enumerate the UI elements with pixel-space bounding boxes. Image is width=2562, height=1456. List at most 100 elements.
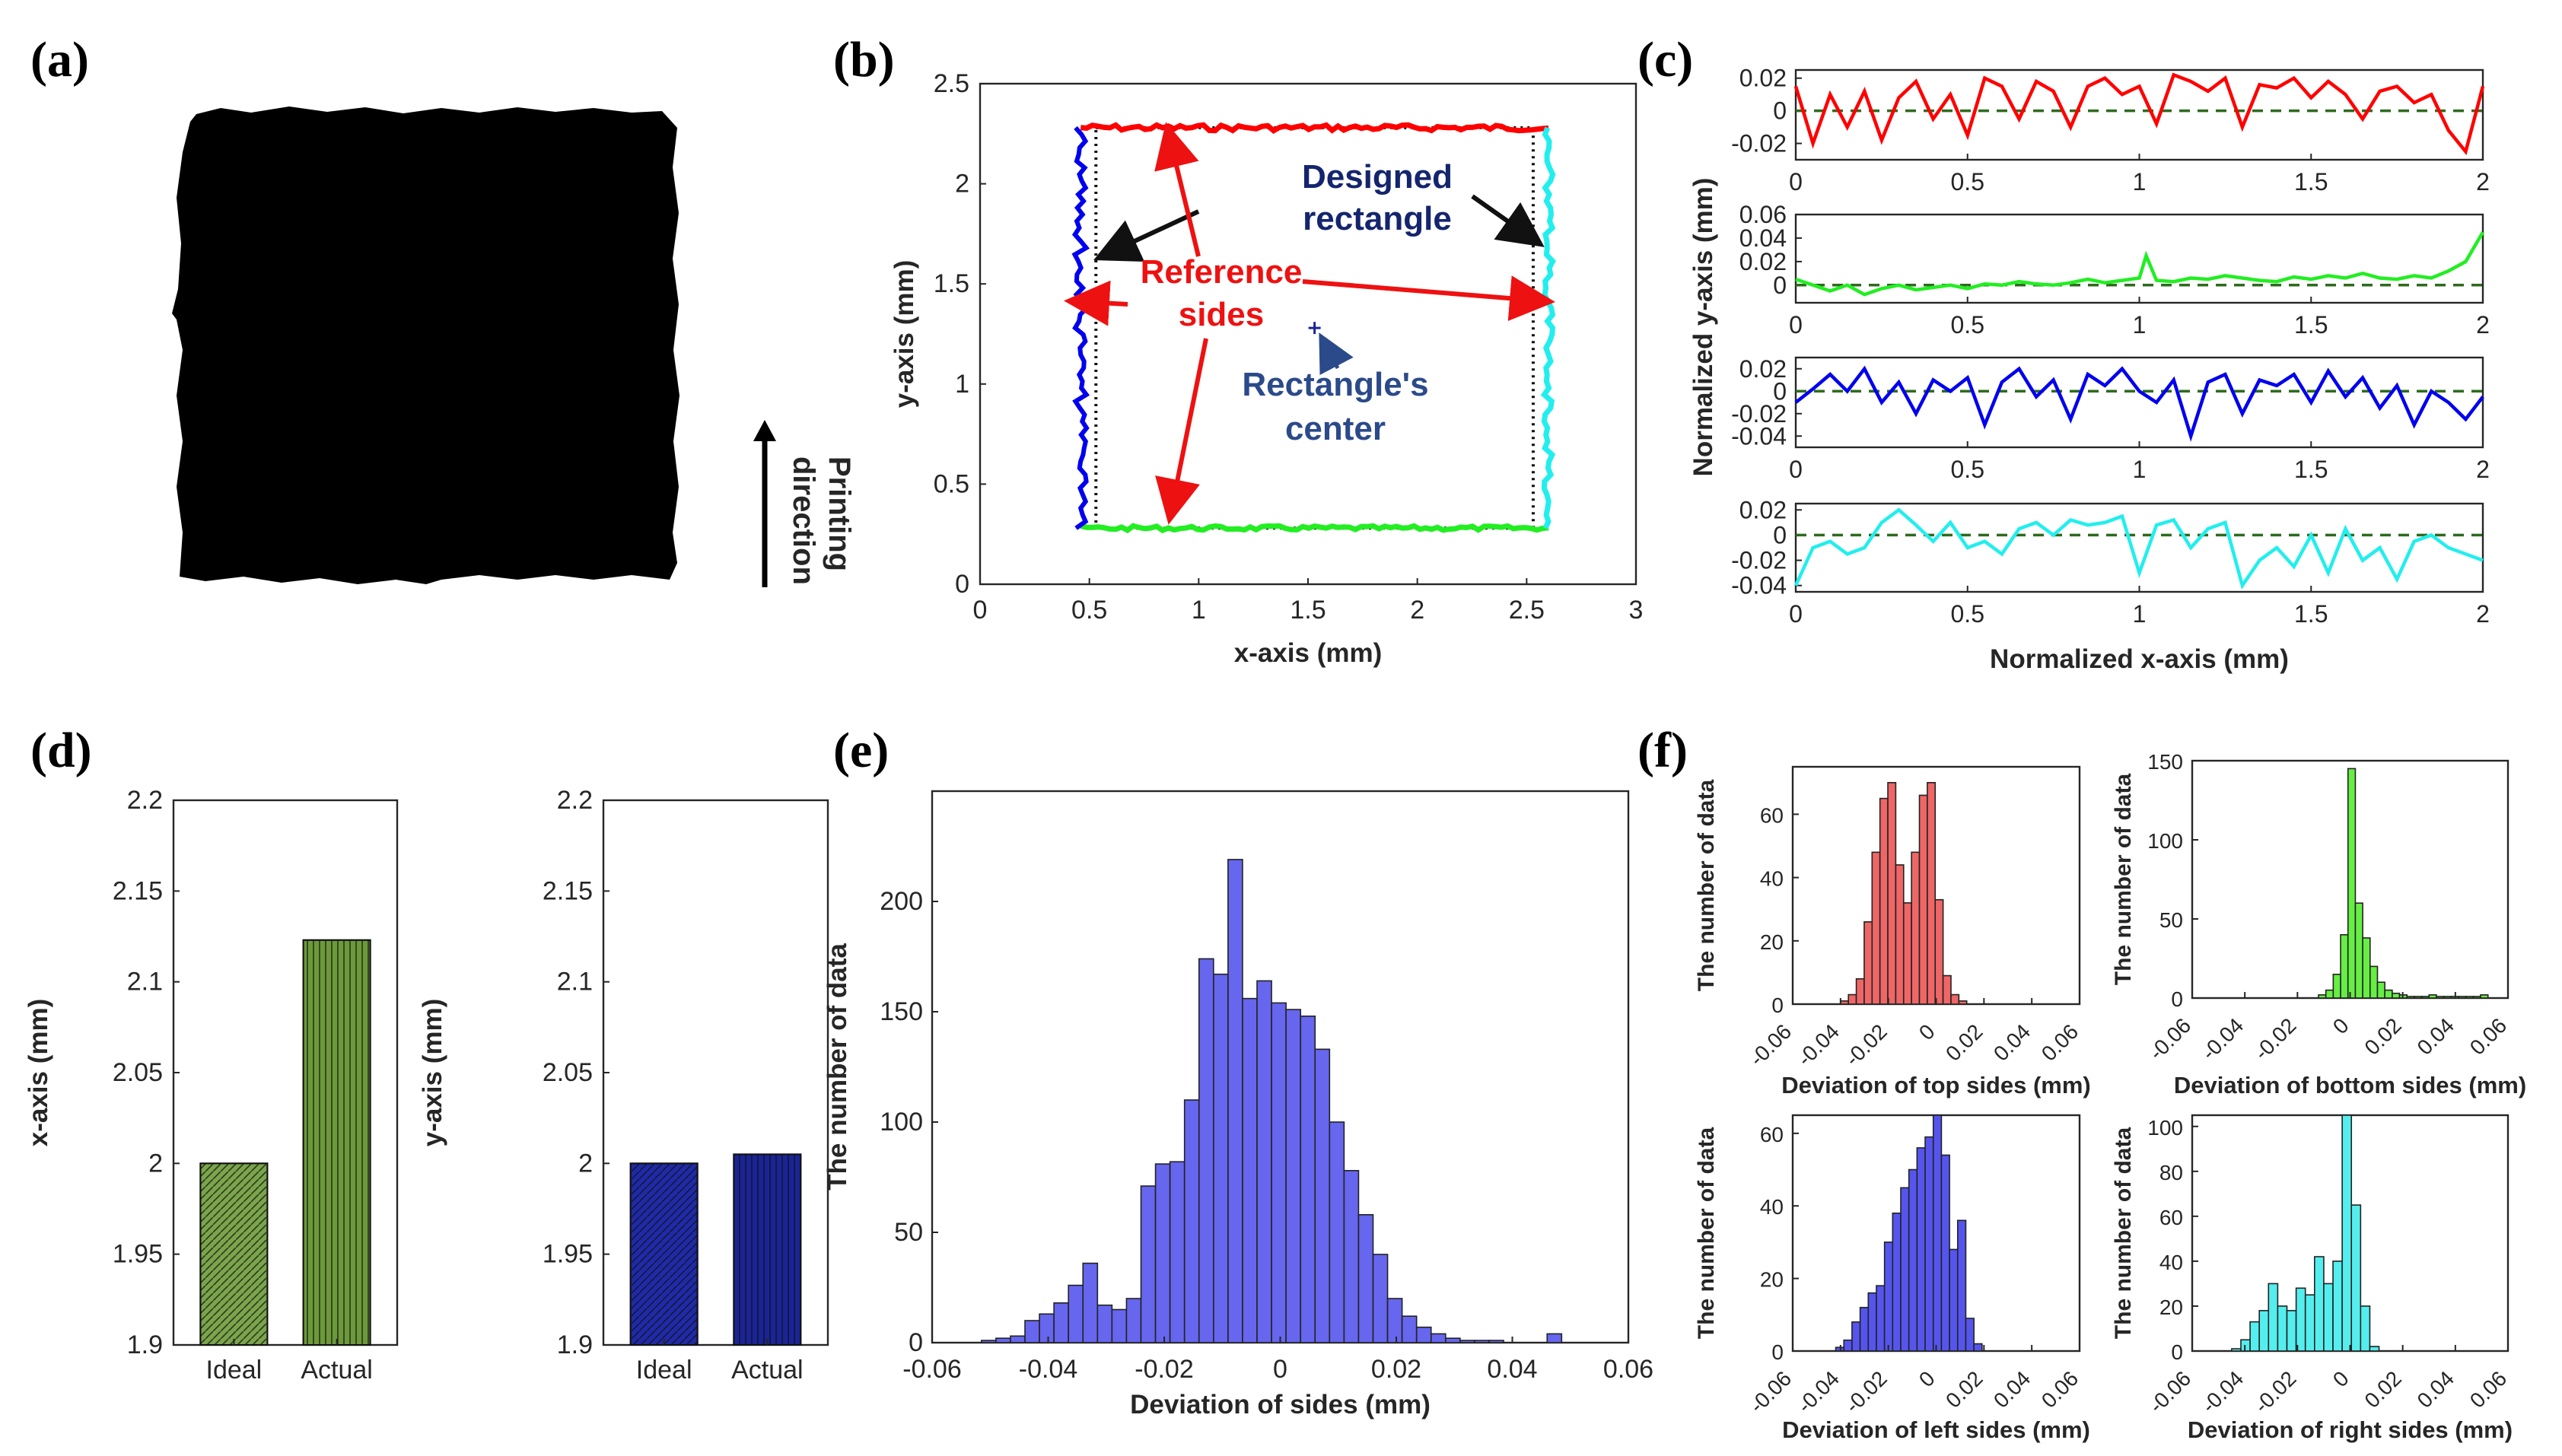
chart-e-xtick-label: -0.02 [1135, 1355, 1194, 1384]
chart-f-right-ytick-label: 60 [2159, 1206, 2183, 1229]
chart-b-ytick-label: 1.5 [934, 269, 969, 298]
chart-f-top: -0.06-0.04-0.02 0 0.02 0.04 0.060204060Devia… [1694, 765, 2091, 1098]
chart-f-bottom-bar [2414, 996, 2423, 999]
chart-e-bar [1329, 1121, 1345, 1343]
chart-f-left-xtick-label: -0.06 [1745, 1366, 1796, 1417]
measured-top-side [1080, 122, 1549, 135]
chart-f-left-bar [1916, 1147, 1926, 1352]
chart-f-bottom-xtick-label: -0.02 [2250, 1013, 2301, 1064]
chart-f-right-ytick-label: 40 [2159, 1251, 2183, 1274]
chart-f-right-xtick-label: 0.06 [2465, 1366, 2511, 1412]
chart-c-right-ytick-label: 0.02 [1739, 496, 1787, 523]
chart-b-xlabel: x-axis (mm) [1234, 638, 1383, 668]
chart-f-bottom-bar [2384, 989, 2393, 999]
arrow-designed-right [1471, 194, 1545, 247]
chart-f-bottom-ylabel: The number of data [2111, 774, 2136, 986]
measured-right-side [1540, 126, 1556, 529]
chart-f-bottom-bar [2436, 996, 2445, 999]
chart-c-bottom-xtick-label: 0 [1789, 311, 1803, 339]
chart-f-bottom-bar [2480, 994, 2489, 999]
chart-c-left-xtick-label: 1.5 [2294, 456, 2328, 483]
measured-bottom-side [1080, 523, 1549, 534]
panel-label-c: (c) [1637, 32, 1693, 87]
chart-e-bar [1096, 1304, 1113, 1343]
chart-f-top-xtick-label: -0.02 [1841, 1019, 1892, 1070]
chart-f-bottom-bar [2406, 996, 2415, 999]
chart-f-top-bar [1958, 1000, 1968, 1005]
chart-b-xtick-label: 3 [1629, 596, 1644, 625]
chart-f-top-bar [1879, 797, 1889, 1005]
chart-f-right-bar [2258, 1310, 2270, 1352]
chart-d1-ytick-label: 2 [148, 1149, 163, 1178]
chart-c-top-xtick-label: 1.5 [2294, 168, 2328, 196]
chart-e-bar [1386, 1298, 1403, 1343]
chart-d1-ytick-label: 2.05 [113, 1058, 163, 1087]
chart-f-top-bar [1902, 902, 1912, 1005]
chart-c-right-xtick-label: 0 [1789, 600, 1803, 628]
chart-c-bottom-xtick-label: 2 [2476, 311, 2490, 339]
chart-f-right-xtick-label: -0.02 [2250, 1366, 2301, 1417]
chart-f-bottom-ytick-label: 0 [2171, 987, 2183, 1011]
chart-e-ytick-label: 0 [909, 1328, 923, 1357]
chart-f-bottom-ytick-label: 150 [2147, 750, 2183, 774]
chart-f-right-ytick-label: 20 [2159, 1295, 2183, 1319]
chart-f-bottom-xtick-label: 0.04 [2413, 1013, 2459, 1059]
chart-c-ylabel: Normalized y-axis (mm) [1688, 178, 1718, 477]
arrow-center [1319, 332, 1354, 376]
chart-f-bottom-bar [2472, 996, 2481, 999]
chart-b-ytick-label: 1 [955, 370, 969, 399]
chart-e-bar [1285, 1009, 1301, 1343]
chart-f-top-bar [1918, 794, 1928, 1005]
chart-f-right-bar [2332, 1260, 2343, 1352]
chart-f-right-bar [2277, 1305, 2288, 1352]
chart-d1-xtick-label: Actual [301, 1356, 373, 1384]
chart-f-right-bar [2268, 1283, 2279, 1352]
chart-c-bottom-ytick-label: 0.04 [1739, 224, 1787, 252]
chart-e-ytick-label: 150 [880, 997, 923, 1026]
chart-b: 0 0.5 1 1.5 2 2.5 3 0 0.5 1 1.5 2 2.5 x-axis (mm) y-ax… [890, 69, 1643, 668]
chart-c-bottom-ytick-label: 0.06 [1739, 201, 1787, 228]
chart-f-left-bar [1965, 1318, 1975, 1352]
printing-direction-text-line1: Printing [823, 456, 856, 571]
arrow-designed-left [1093, 209, 1200, 262]
chart-f-right-bar [2295, 1287, 2306, 1352]
chart-f-right-bar [2369, 1346, 2380, 1352]
chart-f-bottom-xtick-label: 0.06 [2465, 1013, 2511, 1059]
chart-e-bar [1488, 1340, 1504, 1343]
chart-c-bottom-xtick-label: 0.5 [1951, 311, 1984, 339]
chart-f-top-xtick-label: -0.04 [1793, 1019, 1844, 1070]
chart-f-bottom-bar [2332, 974, 2341, 999]
chart-c-top-xtick-label: 0 [1789, 168, 1803, 196]
chart-e-ytick-label: 200 [880, 887, 923, 916]
chart-e-xtick-label: 0.02 [1371, 1355, 1421, 1384]
chart-c-bottom-ytick-label: 0 [1773, 272, 1787, 299]
rectangle-center-marker [1308, 322, 1321, 335]
chart-f-right-bar [2341, 1114, 2353, 1352]
annotation-designed-line2: rectangle [1303, 200, 1452, 237]
chart-c-top-frame [1794, 68, 2484, 161]
chart-f-top-xtick-label: 0.02 [1941, 1019, 1987, 1065]
arrow-reference-right [1302, 275, 1555, 322]
chart-f-left-bar [1949, 1248, 1959, 1352]
chart-f-bottom-bar [2458, 996, 2467, 999]
chart-f-top-bar [1895, 864, 1905, 1005]
chart-b-xtick-label: 2.5 [1509, 596, 1545, 625]
chart-f-top-bar [1942, 974, 1952, 1005]
chart-f-top-bar [1887, 782, 1897, 1005]
chart-c-bottom-series-line [1795, 231, 2484, 297]
chart-f-bottom-bar [2376, 981, 2385, 999]
chart-f-right-ytick-label: 100 [2147, 1116, 2183, 1140]
chart-d1-ytick-label: 2.15 [113, 876, 163, 905]
chart-e-xtick-label: -0.06 [902, 1355, 962, 1384]
chart-b-ytick-label: 0.5 [934, 469, 969, 498]
chart-f-bottom: -0.06 -0.04 -0.02 0 0.02 0.04 0.06050100150Dev… [2111, 750, 2526, 1098]
chart-f-bottom-xtick-label: -0.04 [2197, 1013, 2248, 1064]
chart-f-top-xtick-label: -0.06 [1745, 1019, 1796, 1070]
chart-c-left-xtick-label: 0.5 [1951, 456, 1984, 483]
chart-c-top-ytick-label: 0 [1773, 97, 1787, 125]
chart-f-left-ylabel: The number of data [1694, 1127, 1719, 1340]
chart-d2-ytick-label: 2 [578, 1149, 593, 1178]
chart-f-right-bar [2314, 1256, 2325, 1352]
annotation-center-line2: center [1285, 410, 1386, 447]
